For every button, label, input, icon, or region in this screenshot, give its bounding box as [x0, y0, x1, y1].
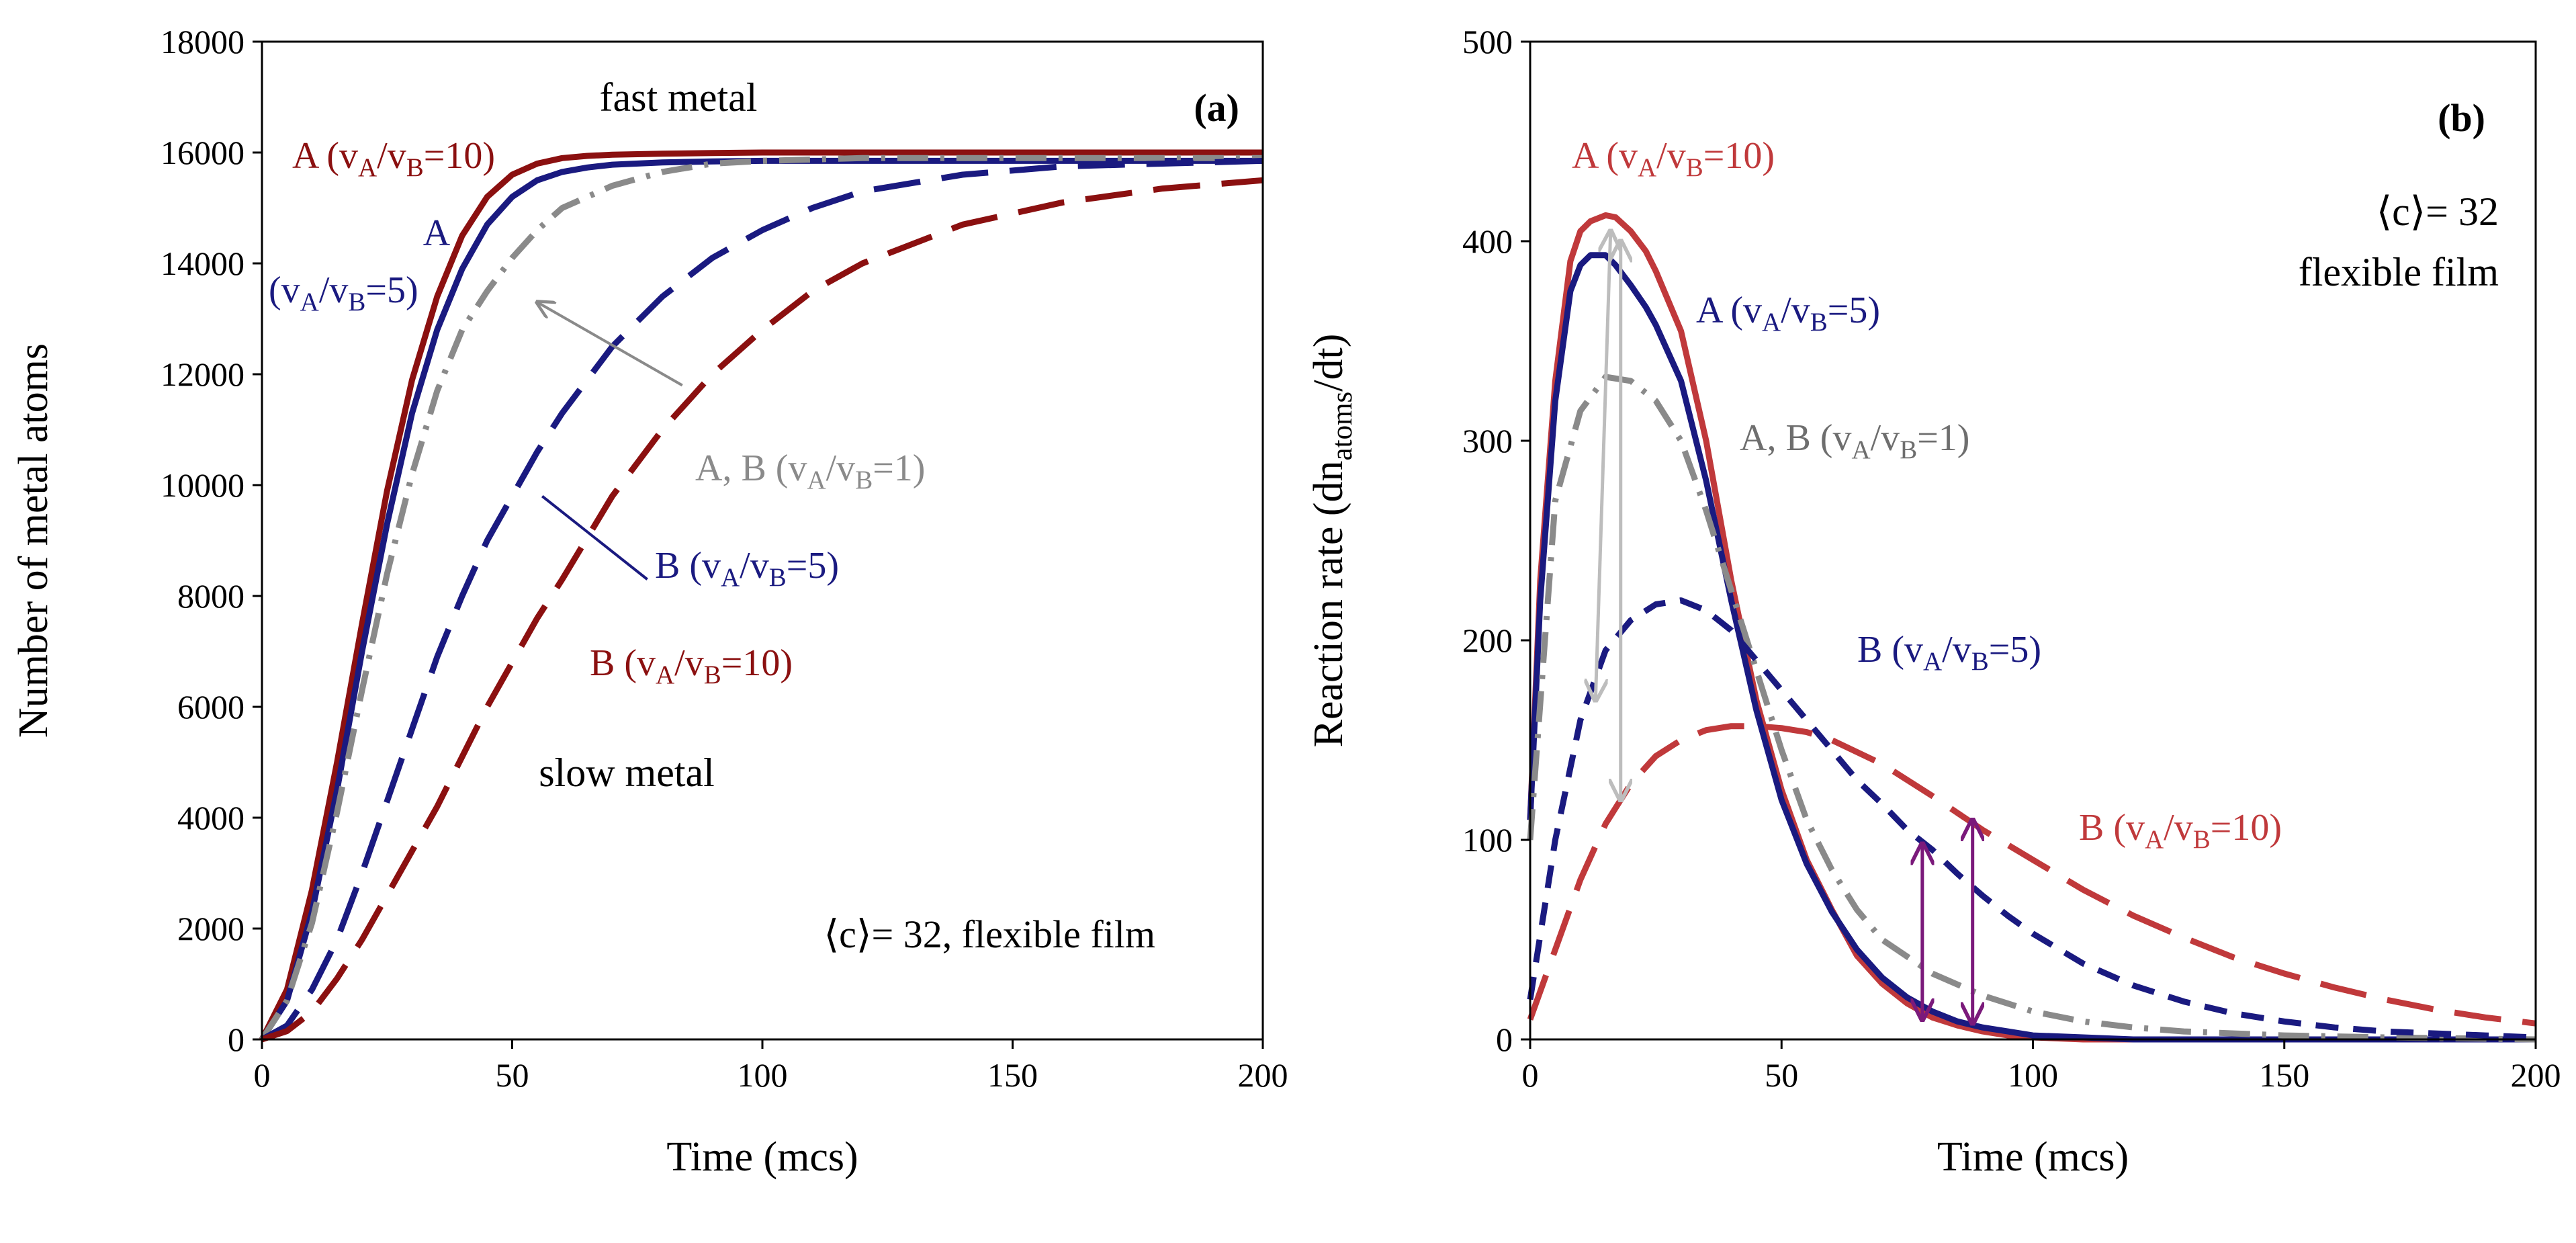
y-tick-label: 0	[228, 1021, 245, 1058]
plot-frame-a	[261, 40, 1264, 1041]
chart-panel-a: 0 50 100 150 2000200040006000800010000120001…	[11, 23, 1288, 1180]
annotation-condition_line2: flexible film	[2299, 250, 2499, 294]
annotation-B10: B (vA/vB=10)	[590, 642, 793, 689]
annotation-A5_line2: (vA/vB=5)	[269, 269, 418, 316]
series-line-b-3	[1527, 597, 2536, 1041]
y-tick-label: 18000	[161, 23, 245, 60]
chart-panel-b: 0 50 100 150 200 0 100 200 300 400 500 Time (mcs) Re…	[1306, 23, 2561, 1180]
annotation-A5_line1: A	[423, 212, 451, 254]
x-tick-label: 50	[496, 1056, 529, 1094]
annotation-AB1: A, B (vA/vB=1)	[695, 447, 925, 495]
annotation-B10: B (vA/vB=10)	[2079, 807, 2282, 854]
y-tick-label: 6000	[177, 688, 245, 726]
y-tick-label: 8000	[177, 577, 245, 615]
pointer-arrow-ab1	[537, 302, 683, 387]
x-tick-label: 200	[1238, 1056, 1288, 1094]
y-tick-label: 10000	[161, 466, 245, 504]
annotation-slow: slow metal	[539, 751, 715, 795]
series-line-b-2	[1527, 374, 2536, 1043]
annotation-B5: B (vA/vB=5)	[655, 545, 839, 592]
y-tick-label: 300	[1462, 422, 1513, 460]
annotation-condition: ⟨c⟩= 32, flexible film	[824, 912, 1155, 956]
pointer-line-b5	[541, 495, 648, 581]
x-tick-label: 100	[738, 1056, 788, 1094]
x-tick-label: 50	[1765, 1056, 1798, 1094]
annotation-B5: B (vA/vB=5)	[1857, 629, 2041, 676]
annotation-A10: A (vA/vB=10)	[292, 135, 495, 182]
y-tick-label: 500	[1462, 23, 1513, 60]
x-tick-label: 0	[254, 1056, 271, 1094]
y-tick-label: 0	[1496, 1021, 1513, 1058]
panel-label: (b)	[2438, 96, 2485, 140]
panel-label: (a)	[1194, 86, 1239, 130]
y-tick-label: 200	[1462, 622, 1513, 659]
y-tick-label: 12000	[161, 355, 245, 393]
x-tick-label: 0	[1522, 1056, 1539, 1094]
annotation-A10: A (vA/vB=10)	[1572, 135, 1775, 182]
y-tick-label: 100	[1462, 821, 1513, 859]
series-line-a-0	[259, 149, 1263, 1041]
annotation-condition_line1: ⟨c⟩= 32	[2377, 189, 2499, 234]
comparison-arrow-gray-1	[1595, 231, 1610, 700]
x-tick-label: 150	[987, 1056, 1038, 1094]
y-tick-label: 4000	[177, 799, 245, 837]
series-line-a-2	[259, 155, 1263, 1041]
y-tick-label: 400	[1462, 222, 1513, 260]
x-tick-label: 150	[2259, 1056, 2309, 1094]
series-line-a-4	[261, 177, 1263, 1043]
y-axis-label: Number of metal atoms	[11, 343, 56, 738]
x-tick-label: 200	[2511, 1056, 2561, 1094]
annotation-A5: A (vA/vB=5)	[1696, 290, 1880, 337]
y-tick-label: 16000	[161, 134, 245, 171]
series-line-b-4	[1527, 723, 2536, 1027]
y-tick-label: 14000	[161, 245, 245, 282]
annotation-AB1: A, B (vA/vB=1)	[1740, 417, 1969, 464]
x-axis-label: Time (mcs)	[1937, 1134, 2129, 1180]
y-tick-label: 2000	[177, 910, 245, 947]
series-line-b-0	[1527, 212, 2536, 1043]
x-axis-label: Time (mcs)	[666, 1134, 858, 1180]
y-axis-label: Reaction rate (dnatoms/dt)	[1306, 334, 1358, 748]
annotation-fast: fast metal	[600, 75, 758, 120]
x-tick-label: 100	[2008, 1056, 2058, 1094]
series-line-a-3	[260, 157, 1263, 1042]
